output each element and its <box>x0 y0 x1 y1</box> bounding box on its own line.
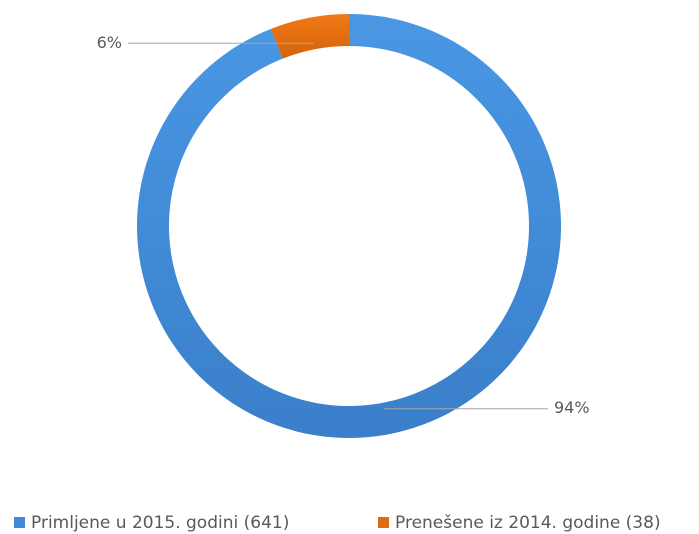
legend-label: Primljene u 2015. godini (641) <box>31 513 289 533</box>
legend-swatch <box>378 517 389 528</box>
donut-slice <box>270 14 349 59</box>
legend-swatch <box>14 517 25 528</box>
legend-label: Prenešene iz 2014. godine (38) <box>395 513 661 533</box>
donut-slice <box>136 14 562 439</box>
data-label: 6% <box>97 33 122 52</box>
data-label: 94% <box>554 398 590 417</box>
